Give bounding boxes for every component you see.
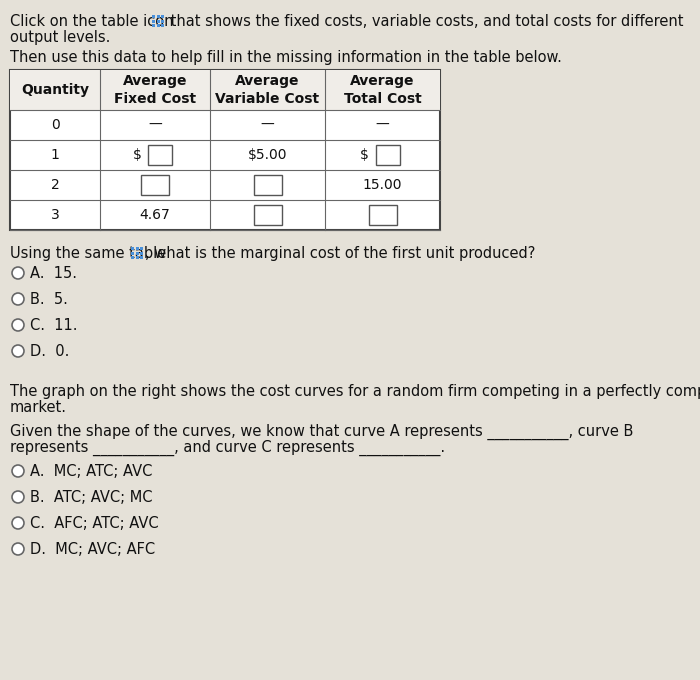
Text: B.  ATC; AVC; MC: B. ATC; AVC; MC	[30, 490, 153, 505]
Text: Using the same table: Using the same table	[10, 246, 167, 261]
Bar	[157, 24, 160, 27]
Bar	[253, 175, 281, 195]
Bar	[253, 205, 281, 225]
Text: The graph on the right shows the cost curves for a random firm competing in a pe: The graph on the right shows the cost cu…	[10, 384, 700, 399]
Circle shape	[12, 491, 24, 503]
Bar	[140, 247, 143, 250]
Text: C.  AFC; ATC; AVC: C. AFC; ATC; AVC	[30, 516, 159, 531]
Bar	[148, 145, 172, 165]
Text: 4.67: 4.67	[139, 208, 170, 222]
Bar	[10, 70, 440, 110]
Text: Given the shape of the curves, we know that curve A represents ___________, curv: Given the shape of the curves, we know t…	[10, 424, 634, 440]
Bar	[375, 145, 400, 165]
Text: 1: 1	[50, 148, 60, 162]
Bar	[161, 24, 164, 27]
Text: A.  15.: A. 15.	[30, 266, 77, 281]
Bar	[131, 247, 134, 250]
Text: market.: market.	[10, 400, 67, 415]
Text: A.  MC; ATC; AVC: A. MC; ATC; AVC	[30, 464, 153, 479]
Text: Then use this data to help fill in the missing information in the table below.: Then use this data to help fill in the m…	[10, 50, 562, 65]
Bar	[136, 247, 139, 250]
Text: represents ___________, and curve C represents ___________.: represents ___________, and curve C repr…	[10, 440, 445, 456]
Text: —: —	[148, 118, 162, 132]
Text: Average
Fixed Cost: Average Fixed Cost	[114, 74, 196, 105]
Text: D.  MC; AVC; AFC: D. MC; AVC; AFC	[30, 542, 155, 557]
Text: —: —	[376, 118, 389, 132]
Text: 15.00: 15.00	[363, 178, 402, 192]
Bar	[136, 252, 139, 254]
Bar	[152, 15, 155, 18]
Bar	[131, 256, 134, 259]
Text: B.  5.: B. 5.	[30, 292, 68, 307]
Circle shape	[12, 345, 24, 357]
Bar	[136, 256, 139, 259]
Text: output levels.: output levels.	[10, 30, 111, 45]
Text: $: $	[360, 148, 369, 162]
Bar	[152, 24, 155, 27]
Text: 3: 3	[50, 208, 60, 222]
Text: C.  11.: C. 11.	[30, 318, 78, 333]
Bar	[152, 20, 155, 22]
Circle shape	[12, 319, 24, 331]
Text: D.  0.: D. 0.	[30, 344, 69, 359]
Bar	[140, 252, 143, 254]
Text: 0: 0	[50, 118, 60, 132]
Text: 2: 2	[50, 178, 60, 192]
Text: $: $	[132, 148, 141, 162]
Circle shape	[12, 267, 24, 279]
Bar	[10, 70, 440, 230]
Bar	[141, 175, 169, 195]
Bar	[140, 256, 143, 259]
Bar	[157, 15, 160, 18]
Text: Quantity: Quantity	[21, 83, 89, 97]
Circle shape	[12, 465, 24, 477]
Circle shape	[12, 517, 24, 529]
Circle shape	[12, 293, 24, 305]
Text: Click on the table icon: Click on the table icon	[10, 14, 174, 29]
Circle shape	[12, 543, 24, 555]
Text: Average
Variable Cost: Average Variable Cost	[216, 74, 320, 105]
Text: —: —	[260, 118, 274, 132]
Bar	[368, 205, 396, 225]
Text: Average
Total Cost: Average Total Cost	[344, 74, 421, 105]
Text: $5.00: $5.00	[248, 148, 287, 162]
Text: that shows the fixed costs, variable costs, and total costs for different: that shows the fixed costs, variable cos…	[166, 14, 683, 29]
Bar	[161, 15, 164, 18]
Bar	[131, 252, 134, 254]
Text: , what is the marginal cost of the first unit produced?: , what is the marginal cost of the first…	[145, 246, 536, 261]
Bar	[161, 20, 164, 22]
Bar	[157, 20, 160, 22]
